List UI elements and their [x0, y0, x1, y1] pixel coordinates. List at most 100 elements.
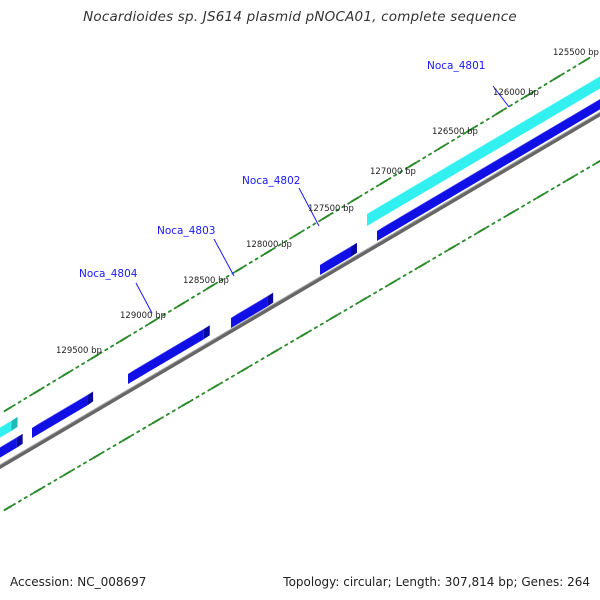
outer-tick	[69, 369, 74, 373]
cds-band-edge-side-face	[11, 416, 18, 431]
outer-tick	[428, 152, 432, 156]
inner-tick	[556, 183, 561, 187]
gene-label-noca-4801[interactable]: Noca_4801	[427, 60, 485, 72]
gene-block-noca-4801[interactable]	[377, 94, 600, 241]
outer-tick	[90, 353, 100, 360]
leader-noca-4804	[135, 282, 153, 314]
outer-tick	[46, 383, 51, 387]
backbone-highlight	[0, 111, 600, 466]
cds-band-main[interactable]	[367, 76, 600, 226]
outer-tick	[162, 313, 166, 317]
inner-tick	[23, 496, 28, 500]
inner-tick	[592, 162, 597, 166]
gene-block-noca-4804-side-face	[203, 325, 210, 340]
outer-tick	[578, 61, 583, 66]
outer-tick	[139, 327, 143, 331]
gene-label-noca-4804[interactable]: Noca_4804	[79, 268, 138, 280]
outer-tick	[318, 219, 323, 223]
outer-tick	[364, 191, 369, 195]
inner-tick	[477, 227, 487, 234]
inner-tick	[231, 374, 235, 378]
pos-125500-label: 125500 bp	[553, 48, 599, 58]
gene-block-noca-4805[interactable]	[32, 395, 88, 438]
inner-tick	[586, 166, 591, 170]
gene-block-edge-top-face	[0, 433, 23, 448]
pos-129500-label: 129500 bp	[56, 346, 102, 356]
outer-tick	[474, 124, 479, 128]
outer-tick	[98, 351, 103, 355]
inner-tick	[278, 346, 283, 350]
inner-tick	[527, 201, 531, 205]
inner-tick	[136, 430, 141, 434]
outer-tick	[566, 68, 571, 72]
outer-tick	[523, 91, 533, 98]
inner-tick	[240, 366, 250, 373]
outer-tick	[81, 362, 86, 366]
outer-tick	[329, 212, 334, 216]
inner-tick	[402, 274, 407, 278]
gene-label-noca-4803[interactable]: Noca_4803	[157, 225, 215, 237]
outer-tick	[176, 301, 186, 308]
outer-tick	[52, 379, 57, 383]
inner-tick	[201, 391, 206, 395]
outer-tick	[520, 96, 525, 100]
outer-tick	[292, 231, 302, 238]
gene-block-noca-4804[interactable]	[128, 329, 204, 384]
pos-128000-label: 128000 bp	[246, 240, 292, 250]
inner-tick	[379, 287, 383, 291]
outer-tick	[75, 365, 80, 369]
outer-tick	[29, 393, 34, 397]
outer-tick	[581, 56, 591, 64]
outer-tick	[185, 299, 190, 303]
outer-tick	[433, 149, 438, 153]
inner-tick	[503, 215, 508, 219]
inner-tick	[207, 388, 212, 392]
outer-tick	[549, 79, 554, 83]
outer-tick	[225, 274, 230, 278]
inner-tick	[225, 378, 229, 382]
gene-block-noca-4802[interactable]	[320, 246, 351, 275]
inner-tick	[544, 190, 549, 194]
cds-band-edge[interactable]	[0, 420, 12, 440]
inner-tick	[142, 426, 147, 430]
inner-tick	[219, 381, 224, 385]
inner-tick	[177, 405, 182, 409]
inner-tick	[83, 461, 87, 465]
outer-tick	[214, 281, 219, 285]
outer-tick	[219, 278, 224, 282]
inner-tick	[358, 296, 368, 303]
inner-tick	[3, 504, 13, 512]
outer-tick	[61, 371, 71, 378]
outer-tick	[416, 159, 421, 163]
inner-tick	[299, 331, 309, 338]
inner-tick	[254, 360, 259, 364]
outer-tick	[32, 388, 42, 395]
outer-tick	[379, 179, 389, 186]
outer-tick	[127, 334, 132, 338]
outer-tick	[133, 330, 138, 334]
gene-block-noca-4803-side-face	[267, 292, 274, 307]
outer-tick	[370, 187, 375, 191]
map-title: Nocardioides sp. JS614 plasmid pNOCA01, …	[83, 9, 517, 25]
gene-block-noca-4803[interactable]	[231, 296, 268, 328]
gene-label-noca-4802[interactable]: Noca_4802	[242, 175, 300, 187]
inner-tick	[284, 343, 289, 347]
inner-tick	[260, 357, 265, 361]
outer-tick	[115, 341, 120, 345]
outer-tick	[404, 166, 409, 170]
pos-129000-label: 129000 bp	[120, 311, 166, 321]
outer-tick	[173, 306, 178, 310]
outer-tick	[234, 266, 244, 273]
inner-tick	[59, 475, 64, 479]
outer-tick	[11, 403, 16, 408]
gene-block-edge[interactable]	[0, 437, 17, 460]
inner-tick	[580, 169, 585, 173]
outer-tick	[532, 89, 536, 93]
inner-tick	[506, 210, 516, 217]
outer-tick	[422, 156, 427, 160]
outer-tick	[277, 243, 282, 247]
inner-tick	[171, 409, 176, 413]
inner-tick	[438, 253, 443, 257]
inner-tick	[417, 262, 427, 269]
